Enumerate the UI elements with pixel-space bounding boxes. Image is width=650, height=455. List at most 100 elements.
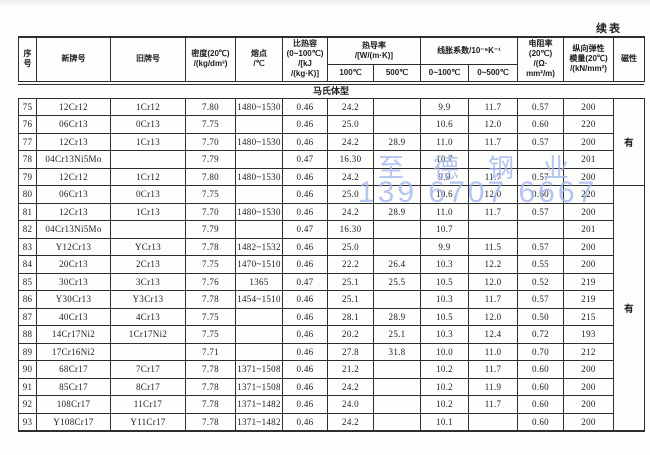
cell-old-grade bbox=[110, 150, 186, 169]
cell-le-500: 12.0 bbox=[468, 272, 518, 291]
table-row: 83 Y12Cr13 YCr13 7.78 1482~1532 0.46 25.0 9.9 11… bbox=[18, 237, 645, 256]
cell-melting-point: 1371~1508 bbox=[235, 377, 283, 396]
cell-resistivity: 0.60 bbox=[517, 115, 564, 134]
cell-melting-point bbox=[235, 307, 283, 326]
cell-tc-100: 21.2 bbox=[327, 360, 374, 379]
cell-tc-500 bbox=[373, 412, 421, 431]
cell-no: 87 bbox=[18, 307, 37, 326]
cell-tc-100: 25.1 bbox=[327, 272, 374, 291]
cell-tc-500 bbox=[373, 360, 421, 379]
cell-elastic-modulus: 200 bbox=[563, 97, 614, 116]
cell-old-grade: Y11Cr17 bbox=[110, 412, 186, 431]
cell-old-grade: 2Cr13 bbox=[110, 255, 186, 274]
cell-tc-500: 31.8 bbox=[373, 342, 421, 361]
cell-elastic-modulus: 200 bbox=[563, 237, 614, 256]
cell-new-grade: Y12Cr13 bbox=[36, 237, 111, 256]
header-double-rule bbox=[18, 83, 644, 85]
table-row: 92 108Cr17 11Cr17 7.78 1371~1482 0.46 24.0 10.2… bbox=[18, 395, 645, 414]
cell-melting-point: 1480~1530 bbox=[235, 132, 283, 151]
cell-old-grade: 7Cr17 bbox=[110, 360, 186, 379]
table-row: 82 04Cr13Ni5Mo 7.79 0.47 16.30 10.7 201 bbox=[18, 220, 645, 239]
cell-tc-100: 22.2 bbox=[327, 255, 374, 274]
cell-resistivity: 0.57 bbox=[517, 132, 564, 151]
cell-tc-500 bbox=[373, 377, 421, 396]
cell-density: 7.75 bbox=[185, 255, 236, 274]
cell-no: 76 bbox=[18, 115, 37, 134]
cell-old-grade: 3Cr13 bbox=[110, 272, 186, 291]
cell-density: 7.75 bbox=[185, 325, 236, 344]
cell-new-grade: 12Cr13 bbox=[36, 202, 111, 221]
cell-melting-point bbox=[235, 185, 283, 204]
table-row: 81 12Cr13 1Cr13 7.70 1480~1530 0.46 24.2 28.9 11… bbox=[18, 202, 645, 221]
cell-old-grade: YCr13 bbox=[110, 237, 186, 256]
cell-new-grade: 40Cr13 bbox=[36, 307, 111, 326]
cell-le-500: 11.9 bbox=[468, 377, 518, 396]
properties-table: 序号 新牌号 旧牌号 密度(20℃) /(kg/dm³) 熔点 /℃ 比热容 (… bbox=[18, 36, 646, 432]
cell-le-500: 11.7 bbox=[468, 360, 518, 379]
cell-tc-500 bbox=[373, 167, 421, 186]
header-elastic-modulus: 纵向弹性 模量(20℃) /(kN/mm²) bbox=[563, 36, 615, 82]
cell-le-500: 11.7 bbox=[468, 290, 518, 309]
cell-le-500: 11.7 bbox=[468, 395, 518, 414]
cell-tc-100: 24.2 bbox=[327, 97, 374, 116]
cell-new-grade: 12Cr13 bbox=[36, 132, 111, 151]
cell-no: 75 bbox=[18, 97, 37, 116]
cell-le-100: 10.2 bbox=[420, 360, 469, 379]
cell-elastic-modulus: 219 bbox=[563, 272, 614, 291]
cell-magnetic: 有 bbox=[613, 97, 645, 186]
cell-melting-point: 1480~1530 bbox=[235, 97, 283, 116]
cell-no: 92 bbox=[18, 395, 37, 414]
cell-density: 7.75 bbox=[185, 115, 236, 134]
table-row: 78 04Cr13Ni5Mo 7.79 0.47 16.30 10.7 201 bbox=[18, 150, 645, 169]
table-data: 75 12Cr12 1Cr12 7.80 1480~1530 0.46 24.2 9.9 11.… bbox=[18, 97, 645, 432]
cell-specific-heat: 0.47 bbox=[282, 272, 328, 291]
table-row: 76 06Cr13 0Cr13 7.75 0.46 25.0 10.6 12.0 0.60 220 bbox=[18, 115, 645, 134]
cell-le-100: 10.7 bbox=[420, 150, 469, 169]
header-density: 密度(20℃) /(kg/dm³) bbox=[185, 36, 236, 82]
cell-resistivity: 0.57 bbox=[517, 202, 564, 221]
cell-new-grade: 04Cr13Ni5Mo bbox=[36, 220, 111, 239]
table-row: 85 30Cr13 3Cr13 7.76 1365 0.47 25.1 25.5 10.5 12.… bbox=[18, 272, 645, 291]
cell-density: 7.75 bbox=[185, 185, 236, 204]
table-row: 84 20Cr13 2Cr13 7.75 1470~1510 0.46 22.2 26.4 10… bbox=[18, 255, 645, 274]
cell-elastic-modulus: 201 bbox=[563, 150, 614, 169]
cell-density: 7.80 bbox=[185, 97, 236, 116]
cell-resistivity bbox=[517, 220, 564, 239]
cell-tc-100: 24.2 bbox=[327, 167, 374, 186]
cell-specific-heat: 0.46 bbox=[282, 255, 328, 274]
section-label-martensitic: 马氏体型 bbox=[312, 85, 349, 96]
cell-le-500: 12.0 bbox=[468, 115, 518, 134]
cell-resistivity: 0.57 bbox=[517, 97, 564, 116]
cell-old-grade: Y3Cr13 bbox=[110, 290, 186, 309]
cell-tc-500 bbox=[373, 185, 421, 204]
cell-le-100: 11.0 bbox=[420, 132, 469, 151]
table-row: 75 12Cr12 1Cr12 7.80 1480~1530 0.46 24.2 9.9 11.… bbox=[18, 97, 645, 186]
cell-density: 7.70 bbox=[185, 202, 236, 221]
scan-edge-shadow bbox=[0, 0, 650, 7]
cell-le-100: 10.3 bbox=[420, 290, 469, 309]
cell-elastic-modulus: 200 bbox=[563, 360, 614, 379]
cell-old-grade: 1Cr12 bbox=[110, 167, 186, 186]
cell-le-500: 12.0 bbox=[468, 185, 518, 204]
header-thermal-conductivity: 热导率 /[W/(m·K)] bbox=[327, 36, 421, 65]
cell-no: 79 bbox=[18, 167, 37, 186]
cell-elastic-modulus: 220 bbox=[563, 185, 614, 204]
cell-elastic-modulus: 200 bbox=[563, 132, 614, 151]
cell-resistivity: 0.60 bbox=[517, 412, 564, 431]
cell-le-500: 12.4 bbox=[468, 325, 518, 344]
cell-density: 7.76 bbox=[185, 272, 236, 291]
table-row: 77 12Cr13 1Cr13 7.70 1480~1530 0.46 24.2 28.9 11… bbox=[18, 132, 645, 151]
cell-le-500: 12.2 bbox=[468, 255, 518, 274]
cell-tc-100: 24.2 bbox=[327, 132, 374, 151]
cell-le-100: 10.3 bbox=[420, 325, 469, 344]
cell-tc-100: 24.2 bbox=[327, 412, 374, 431]
cell-elastic-modulus: 201 bbox=[563, 220, 614, 239]
cell-new-grade: 68Cr17 bbox=[36, 360, 111, 379]
cell-le-100: 10.2 bbox=[420, 395, 469, 414]
cell-melting-point: 1480~1530 bbox=[235, 202, 283, 221]
table-header: 序号 新牌号 旧牌号 密度(20℃) /(kg/dm³) 熔点 /℃ 比热容 (… bbox=[18, 36, 646, 82]
cell-le-500: 11.7 bbox=[468, 202, 518, 221]
cell-resistivity: 0.72 bbox=[517, 325, 564, 344]
cell-old-grade: 4Cr13 bbox=[110, 307, 186, 326]
cell-melting-point: 1365 bbox=[235, 272, 283, 291]
